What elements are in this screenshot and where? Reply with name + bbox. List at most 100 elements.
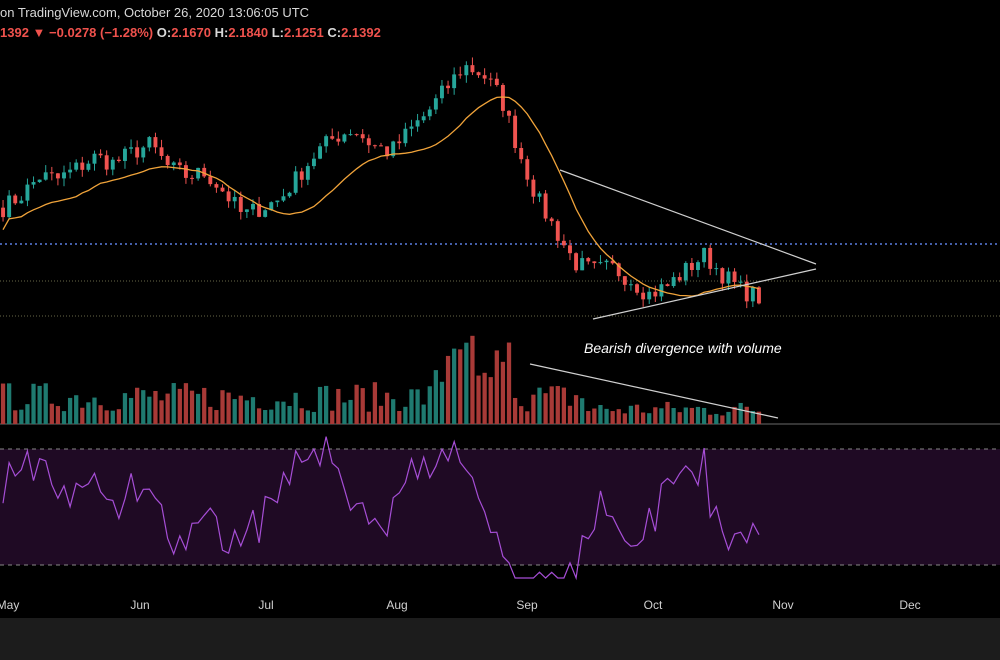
candle-body xyxy=(635,284,639,293)
candle-body xyxy=(37,179,42,183)
volume-bar xyxy=(543,393,548,424)
volume-bar xyxy=(610,411,615,424)
x-tick-label: Aug xyxy=(386,598,407,612)
candle-body xyxy=(555,221,560,241)
volume-bar xyxy=(74,395,79,424)
volume-bar xyxy=(189,390,195,424)
volume-bar xyxy=(573,395,579,424)
volume-bar xyxy=(263,410,268,424)
volume-bar xyxy=(561,387,567,424)
candle-body xyxy=(659,284,664,297)
volume-bar xyxy=(750,410,755,424)
candle-body xyxy=(689,262,694,270)
candle-body xyxy=(744,281,749,302)
candle-body xyxy=(220,187,225,192)
volume-bar xyxy=(628,405,634,424)
volume-bar xyxy=(177,388,182,424)
x-tick-label: Oct xyxy=(644,598,663,612)
volume-bar xyxy=(512,397,518,424)
volume-bar xyxy=(43,383,48,424)
volume-bar xyxy=(537,387,542,424)
chart-source-line: on TradingView.com, October 26, 2020 13:… xyxy=(0,5,309,20)
candle-body xyxy=(574,253,579,271)
candle-body xyxy=(269,202,274,211)
candle-body xyxy=(464,65,469,76)
candle-body xyxy=(549,218,554,222)
volume-bar xyxy=(714,413,719,424)
volume-bar xyxy=(470,335,475,424)
candle-body xyxy=(141,147,146,158)
volume-bar xyxy=(269,409,274,424)
candle-body xyxy=(293,171,298,193)
candle-body xyxy=(232,196,237,202)
volume-bar xyxy=(726,411,731,424)
volume-bar xyxy=(622,413,627,424)
volume-bar xyxy=(500,361,506,424)
moving-average-line xyxy=(2,96,760,297)
candle-body xyxy=(750,287,755,302)
candle-body xyxy=(311,158,316,167)
volume-bar xyxy=(336,388,341,424)
low-value: 2.1251 xyxy=(283,25,324,40)
volume-bar xyxy=(677,412,682,424)
volume-bar xyxy=(494,350,499,424)
volume-bar xyxy=(31,383,36,424)
candle-body xyxy=(421,116,426,121)
candle-body xyxy=(452,74,457,89)
volume-bar xyxy=(348,399,353,424)
last-price: 1392 xyxy=(0,25,29,40)
volume-bar xyxy=(567,405,573,424)
candle-body xyxy=(653,291,658,297)
volume-bar xyxy=(135,387,140,424)
volume-bar xyxy=(720,415,725,424)
volume-bar xyxy=(378,405,384,424)
volume-bar xyxy=(458,349,463,424)
candle-body xyxy=(385,146,390,157)
volume-bar xyxy=(482,372,487,424)
candle-body xyxy=(568,245,572,254)
candle-body xyxy=(19,200,24,204)
volume-bar xyxy=(415,389,420,424)
volume-bar xyxy=(317,386,323,424)
candle-body xyxy=(190,177,194,179)
candle-body xyxy=(49,172,54,174)
candle-body xyxy=(531,179,536,197)
volume-bar xyxy=(372,382,378,424)
open-value: 2.1670 xyxy=(171,25,211,40)
candle-body xyxy=(287,192,292,197)
volume-bar xyxy=(324,385,329,424)
candle-body xyxy=(714,268,719,270)
candle-body xyxy=(488,78,493,80)
candle-body xyxy=(171,162,176,166)
candle-body xyxy=(702,247,707,263)
candle-body xyxy=(586,258,591,262)
volume-bar xyxy=(55,406,61,424)
candle-body xyxy=(196,167,201,179)
volume-bar xyxy=(147,396,152,424)
volume-bar xyxy=(476,375,481,424)
volume-bar xyxy=(360,388,365,424)
candle-body xyxy=(537,193,542,197)
volume-bar xyxy=(250,397,256,424)
volume-bar xyxy=(311,411,317,424)
volume-bar xyxy=(671,408,676,424)
volume-bar xyxy=(391,399,396,424)
candle-body xyxy=(738,281,743,283)
volume-bar xyxy=(342,402,347,424)
volume-bar xyxy=(299,408,304,424)
volume-bar xyxy=(80,407,85,424)
candle-body xyxy=(147,137,152,148)
volume-bar xyxy=(427,386,432,424)
candle-body xyxy=(177,162,182,166)
candle-body xyxy=(726,271,731,284)
candle-body xyxy=(214,184,219,188)
candle-body xyxy=(360,134,365,139)
candle-body xyxy=(226,191,231,202)
volume-bar xyxy=(244,400,250,424)
ohlc-line: 1392 ▼ −0.0278 (−1.28%) O:2.1670 H:2.184… xyxy=(0,25,381,40)
candle-body xyxy=(55,173,60,179)
volume-bar xyxy=(153,390,158,424)
candle-body xyxy=(86,163,91,170)
volume-bar xyxy=(67,397,73,424)
volume-bar xyxy=(61,411,67,424)
